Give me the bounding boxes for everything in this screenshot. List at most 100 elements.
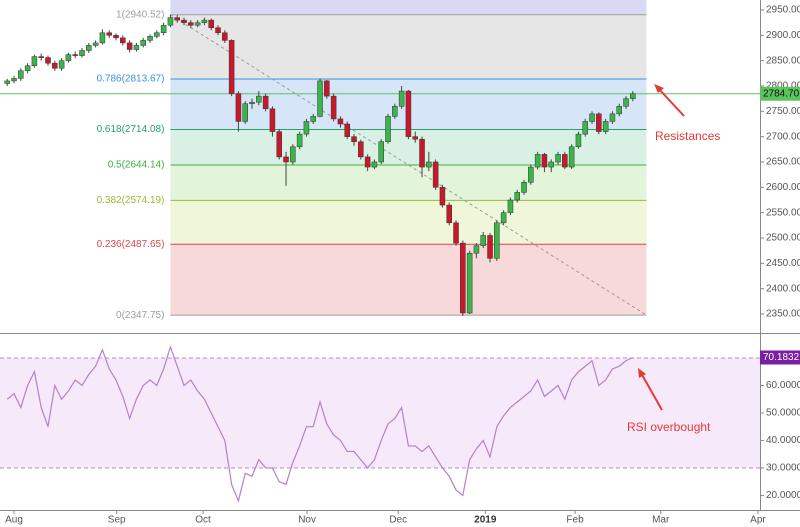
candle-body [31, 56, 38, 66]
candle-body [344, 123, 350, 137]
candle-body [24, 65, 31, 72]
candle-body [290, 146, 296, 163]
candle-body [45, 57, 51, 64]
candle-body [174, 17, 180, 21]
candle-body [222, 32, 228, 41]
candle-body [296, 133, 303, 148]
rsi-band [0, 357, 760, 468]
candle-body [432, 161, 439, 188]
candle-body [602, 121, 609, 132]
candle-body [92, 42, 99, 46]
y-tick-label: 2850.00 [766, 55, 800, 66]
x-tick-label: Oct [195, 515, 211, 526]
candle-body [480, 235, 486, 246]
y-tick-label: 2650.00 [766, 157, 800, 168]
rsi-y-tick-label: 30.0000 [766, 463, 800, 474]
candle-body [18, 70, 24, 79]
candle-body [412, 136, 418, 140]
candle-body [446, 204, 452, 224]
candle-body [568, 146, 575, 168]
y-tick-label: 2950.00 [766, 5, 800, 16]
candle-body [494, 222, 500, 259]
candle-body [575, 133, 582, 148]
fib-zone [170, 164, 647, 201]
candle-body [582, 121, 588, 135]
candle-body [378, 141, 384, 163]
candle-body [283, 156, 289, 163]
candle-body [596, 113, 602, 132]
fib-level-label: 0.382(2574.19) [97, 195, 165, 206]
candle-body [65, 54, 72, 61]
candle-body [106, 32, 112, 36]
candle-body [256, 95, 262, 103]
y-tick-label: 2550.00 [766, 207, 800, 218]
x-tick-label: 2019 [474, 515, 497, 526]
annotation: Resistances [655, 129, 720, 143]
x-tick-label: Apr [750, 515, 766, 526]
candle-body [140, 40, 146, 46]
candle-body [330, 95, 337, 120]
candle-body [358, 141, 364, 158]
candle-body [630, 93, 636, 99]
candle-body [528, 166, 534, 183]
candle-body [188, 22, 194, 26]
candle-body [562, 154, 568, 168]
fib-level-label: 0.618(2714.08) [97, 124, 165, 135]
candle-body [120, 37, 126, 44]
candle-body [194, 22, 201, 26]
candle-body [269, 108, 276, 132]
fib-level-label: 0.786(2813.67) [97, 74, 165, 85]
candle-body [72, 54, 78, 56]
candle-body [371, 161, 378, 168]
candle-body [58, 60, 65, 69]
candle-body [133, 45, 140, 50]
candle-body [419, 138, 425, 168]
candle-body [208, 19, 214, 28]
fib-zone [170, 244, 647, 316]
candle-body [487, 235, 493, 259]
last-price-label: 2784.70 [763, 88, 800, 99]
y-tick-label: 2750.00 [766, 106, 800, 117]
y-tick-label: 2500.00 [766, 233, 800, 244]
candle-body [181, 19, 187, 23]
y-tick-label: 2900.00 [766, 30, 800, 41]
candle-body [534, 154, 541, 168]
candle-body [405, 90, 412, 137]
candle-body [201, 19, 208, 23]
rsi-last-label: 70.1832 [763, 352, 800, 363]
candle-body [147, 36, 153, 41]
y-tick-label: 2700.00 [766, 131, 800, 142]
candle-body [38, 56, 44, 58]
candle-body [262, 95, 269, 110]
y-tick-label: 2600.00 [766, 182, 800, 193]
x-tick-label: Dec [389, 515, 407, 526]
candle-body [154, 32, 160, 37]
candle-body [126, 42, 133, 50]
candle-body [86, 45, 92, 51]
candle-body [514, 192, 520, 201]
fib-zone [170, 14, 647, 80]
fib-level-label: 0(2347.75) [116, 310, 164, 321]
fib-level-label: 1(2940.52) [116, 9, 164, 20]
annotation-arrowhead [654, 84, 664, 93]
rsi-last-box [760, 350, 800, 365]
candle-body [589, 113, 595, 122]
candle-body [52, 62, 58, 69]
candle-body [392, 106, 398, 117]
candle-body [303, 121, 310, 135]
candle-body [500, 212, 507, 224]
trend-line [170, 14, 647, 316]
x-tick-label: Feb [566, 515, 584, 526]
annotation-arrow [640, 372, 663, 411]
rsi-y-tick-label: 40.0000 [766, 435, 800, 446]
fib-level-label: 0.236(2487.65) [97, 239, 165, 250]
candle-body [215, 27, 221, 34]
candle-body [385, 116, 391, 142]
candle-body [364, 156, 371, 168]
candle-body [324, 80, 330, 97]
last-price-box [760, 86, 800, 101]
candle-body [235, 93, 242, 122]
annotation: RSI overbought [627, 420, 711, 434]
